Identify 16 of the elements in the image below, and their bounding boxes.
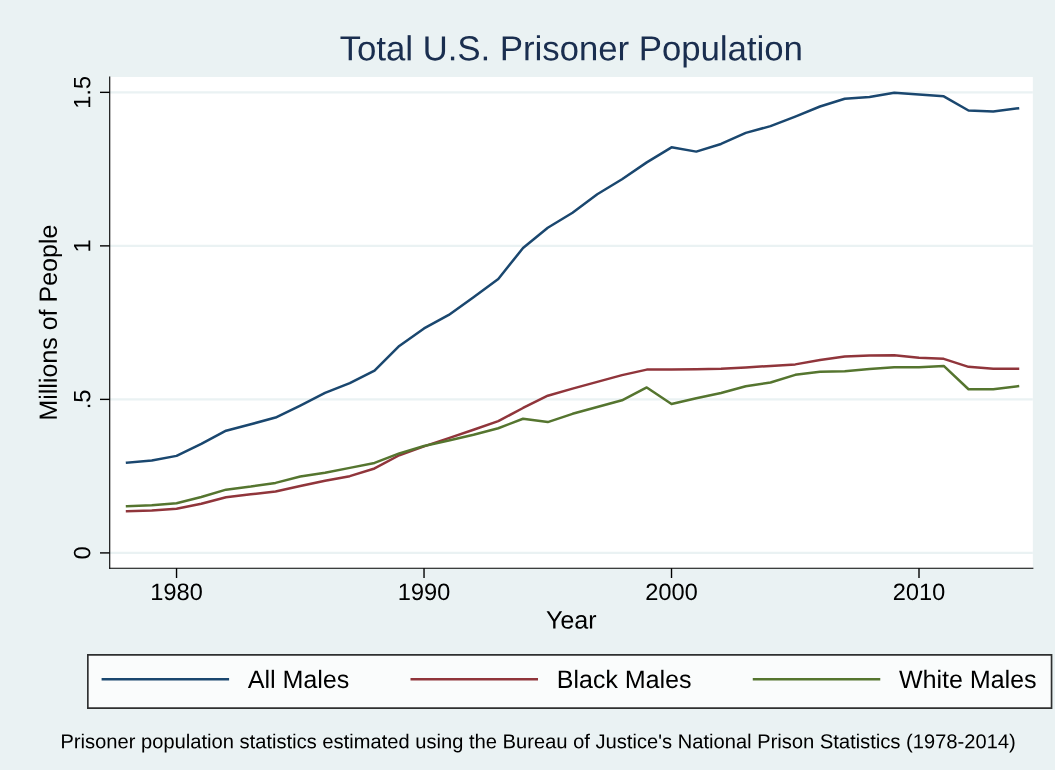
x-tick-label: 2000 (646, 583, 697, 601)
x-tick-label: 1980 (152, 583, 202, 601)
line-series (125, 91, 1020, 464)
legend-label: White Males (899, 669, 1036, 689)
legend-label: Black Males (558, 669, 691, 689)
legend-label: All Males (247, 669, 349, 689)
chart-title: Total U.S. Prisoner Population (340, 35, 801, 68)
text: Prisoner population statistics estimated using the Bureau of Justice's National Prison Statistics (1978-2014) (62, 733, 1015, 753)
y-tick-label: 1.5 (73, 76, 91, 107)
y-tick-label: 0 (73, 547, 91, 559)
y-axis-title: Millions of People (38, 225, 63, 419)
y-tick-label: .5 (73, 390, 91, 408)
x-tick-label: 2010 (893, 583, 945, 601)
x-axis-title: Year (546, 611, 597, 629)
y-tick-label: 1 (73, 240, 91, 251)
x-tick-label: 1990 (399, 583, 450, 601)
